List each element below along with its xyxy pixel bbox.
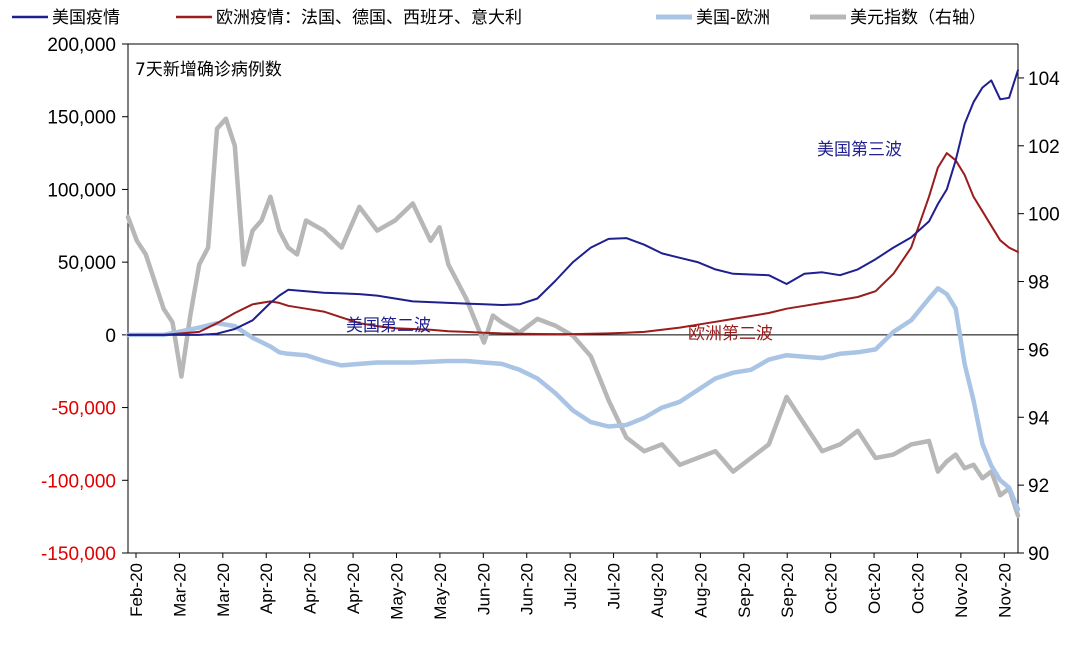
legend-label-diff: 美国-欧洲 [696,8,770,28]
x-tick-label: May-20 [387,563,406,620]
x-tick-label: Aug-20 [648,563,667,618]
left-tick-label: 100,000 [47,180,116,201]
annotation-us-second-wave: 美国第二波 [346,316,431,336]
x-tick-label: Apr-20 [301,563,320,614]
legend-label-eu: 欧洲疫情：法国、德国、西班牙、意大利 [216,8,522,28]
series-line-europe [127,152,1019,336]
left-tick-label: 0 [105,326,116,347]
left-tick-label: 150,000 [47,108,116,129]
left-axis-ticks: 200,000 150,000 100,000 50,000 0 -50,000 -100,… [41,35,1018,565]
x-tick-label: Jul-20 [605,563,624,609]
legend-label-dxy: 美元指数（右轴） [850,8,986,28]
x-tick-label: Aug-20 [691,563,710,618]
right-tick-label: 92 [1028,476,1049,497]
left-tick-label: -100,000 [41,471,116,492]
x-tick-label: Sep-20 [778,563,797,618]
x-axis-ticks: Feb-20 Mar-20 Mar-20 Apr-20 Apr-20 Apr-20 May-… [127,553,1014,620]
left-tick-label: 200,000 [47,35,116,56]
x-tick-label: Apr-20 [344,563,363,614]
x-tick-label: Feb-20 [127,563,146,617]
x-tick-label: Oct-20 [822,563,841,614]
legend: 美国疫情 欧洲疫情：法国、德国、西班牙、意大利 美国-欧洲 美元指数（右轴） [12,8,986,28]
x-tick-label: Nov-20 [995,563,1014,618]
x-tick-label: Apr-20 [257,563,276,614]
right-tick-label: 104 [1028,69,1060,90]
right-tick-label: 98 [1028,273,1049,294]
annotation-eu-second-wave: 欧洲第二波 [688,324,773,344]
x-tick-label: Oct-20 [908,563,927,614]
x-tick-label: Jun-20 [518,563,537,615]
right-tick-label: 94 [1028,408,1050,429]
right-tick-label: 90 [1028,544,1049,565]
x-tick-label: Sep-20 [735,563,754,618]
left-tick-label: -150,000 [41,544,116,565]
series-line-us-minus-europe [125,286,1021,512]
x-tick-label: May-20 [431,563,450,620]
x-tick-label: Nov-20 [952,563,971,618]
right-tick-label: 100 [1028,205,1060,226]
right-axis-ticks: 104 102 100 98 96 94 92 90 [1018,69,1060,565]
x-tick-label: Mar-20 [214,563,233,617]
x-tick-label: Mar-20 [170,563,189,617]
left-tick-label: 50,000 [58,253,116,274]
series-line-us [127,69,1019,336]
series-layer [125,69,1021,518]
right-tick-label: 102 [1028,137,1060,158]
x-tick-label: Jun-20 [474,563,493,615]
left-tick-label: -50,000 [52,399,116,420]
annotation-us-third-wave: 美国第三波 [817,140,902,160]
series-line-dollar-index [125,116,1021,518]
x-tick-label: Jul-20 [561,563,580,609]
x-tick-label: Oct-20 [865,563,884,614]
right-tick-label: 96 [1028,340,1049,361]
legend-label-us: 美国疫情 [52,8,120,28]
chart-title: 7天新增确诊病例数 [135,60,282,80]
